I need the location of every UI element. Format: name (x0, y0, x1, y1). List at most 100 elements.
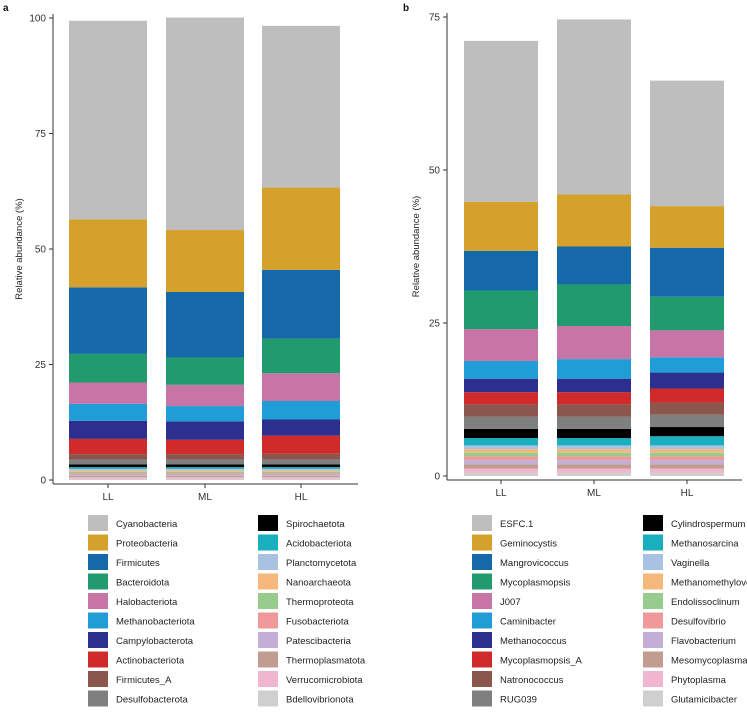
panel-a-bar-LL-segment (69, 20, 147, 220)
panel-a-bar-LL-segment (69, 403, 147, 421)
panel-a-bar-HL-segment (262, 477, 340, 479)
panel-b: b Relative abundance (%) 0 25 50 75 LL ML HL ES… (403, 3, 747, 707)
panel-b-legend-swatch (643, 690, 663, 707)
panel-a-letter: a (3, 3, 9, 14)
panel-a-bar-LL-segment (69, 438, 147, 455)
panel-a-y-tick-label: 50 (35, 245, 47, 256)
panel-a-legend-swatch (258, 534, 278, 551)
panel-a-bar-ML-segment (166, 475, 244, 478)
panel-b-bar-LL-segment (464, 468, 538, 473)
panel-b-bar-ML-segment (557, 428, 631, 439)
panel-b-bar-LL-segment (464, 360, 538, 379)
panel-a-bar-ML-segment (166, 291, 244, 358)
panel-a-legend-swatch (88, 515, 108, 531)
panel-b-legend-label: Mycoplasmopsis (500, 578, 570, 589)
panel-a-bar-HL-segment (262, 435, 340, 454)
panel-b-bar-ML-segment (557, 472, 631, 476)
panel-a-legend-label: Acidobacteriota (286, 539, 352, 550)
panel-b-bar-HL-segment (650, 80, 724, 207)
panel-a-bar-ML-segment (166, 470, 244, 472)
panel-b-x-tick-label: HL (681, 488, 694, 499)
panel-a-legend-label: Nanoarchaeota (286, 578, 352, 589)
panel-a-bar-HL-segment (262, 187, 340, 270)
panel-a-bar-LL-segment (69, 474, 147, 476)
panel-a-legend-label: Firmicutes_A (116, 675, 172, 686)
panel-a-legend-swatch (88, 534, 108, 551)
panel-b-legend-swatch (643, 573, 663, 590)
panel-a-x-tick-label: HL (295, 492, 308, 503)
panel-b-legend-swatch (472, 612, 492, 629)
panel-b-bar-ML-segment (557, 445, 631, 450)
panel-a-bar-HL-segment (262, 373, 340, 401)
panel-a-bar-HL-segment (262, 269, 340, 339)
panel-a-bar-LL-segment (69, 454, 147, 460)
panel-a-bar-ML-segment (166, 478, 244, 480)
panel-a-bar-LL-segment (69, 475, 147, 478)
panel-a-bar-ML-segment (166, 473, 244, 475)
panel-b-bar-ML-segment (557, 392, 631, 405)
panel-a-x-tick-label: ML (198, 492, 212, 503)
panel-a-legend-label: Verrucomicrobiota (286, 675, 363, 686)
panel-b-bar-LL-segment (464, 290, 538, 330)
panel-a-legend-swatch (258, 651, 278, 668)
panel-b-y-tick-label: 75 (429, 13, 441, 24)
panel-b-bar-ML-segment (557, 456, 631, 461)
panel-b-legend-label: Glutamicibacter (671, 695, 737, 706)
panel-b-bar-ML-segment (557, 460, 631, 465)
panel-b-legend-swatch (472, 534, 492, 551)
panel-a-legend-label: Desulfobacterota (116, 695, 189, 706)
panel-a-bar-LL-segment (69, 382, 147, 404)
panel-a-bar-LL-segment (69, 468, 147, 471)
panel-b-bar-HL-segment (650, 296, 724, 331)
panel-b-bar-HL-segment (650, 460, 724, 465)
panel-a-bar-ML-segment (166, 439, 244, 455)
panel-a-legend-swatch (88, 651, 108, 668)
panel-b-bar-HL-segment (650, 472, 724, 476)
panel-a-y-tick-label: 75 (35, 129, 47, 140)
panel-a-bar-LL-segment (69, 353, 147, 383)
panel-a-bar-ML-segment (166, 467, 244, 469)
panel-b-bar-HL-segment (650, 206, 724, 248)
panel-a-legend-swatch (258, 573, 278, 590)
panel-a-legend-label: Patescibacteria (286, 636, 352, 647)
panel-a-legend-label: Fusobacteriota (286, 617, 350, 628)
panel-b-bar-ML-segment (557, 326, 631, 360)
panel-a-bar-HL-segment (262, 475, 340, 478)
panel-b-legend-swatch (472, 632, 492, 648)
panel-b-legend-swatch (472, 651, 492, 668)
panel-b-legend-label: Mycoplasmopsis_A (500, 656, 582, 667)
panel-a-legend-swatch (88, 632, 108, 648)
panel-a-bar-HL-segment (262, 459, 340, 465)
panel-b-bar-ML-segment (557, 449, 631, 453)
panel-b-bar-HL-segment (650, 436, 724, 446)
panel-a-bar-ML-segment (166, 406, 244, 422)
panel-b-bar-HL-segment (650, 357, 724, 373)
panel-b-legend-label: J007 (500, 597, 521, 608)
panel-b-legend-label: Mesomycoplasma (671, 656, 747, 667)
panel-b-bar-LL-segment (464, 201, 538, 251)
panel-a-bar-ML-segment (166, 459, 244, 465)
panel-b-bar-HL-segment (650, 456, 724, 461)
panel-b-bar-HL-segment (650, 402, 724, 415)
panel-a-legend-swatch (88, 593, 108, 609)
panel-b-bar-ML-segment (557, 284, 631, 327)
panel-b-legend-swatch (472, 671, 492, 687)
panel-b-bar-LL-segment (464, 445, 538, 450)
panel-b-bar-ML-segment (557, 452, 631, 457)
panel-a-bar-ML-segment (166, 474, 244, 476)
panel-b-legend-label: Endolissoclinum (671, 597, 740, 608)
panel-a-bar-HL-segment (262, 473, 340, 475)
panel-b-legend-swatch (472, 573, 492, 590)
panel-a-legend-label: Thermoplasmatota (286, 656, 366, 667)
panel-b-bar-LL-segment (464, 40, 538, 202)
panel-b-bar-HL-segment (650, 427, 724, 437)
panel-b-bar-HL-segment (650, 247, 724, 297)
panel-b-legend-swatch (643, 651, 663, 668)
panel-b-legend-label: ESFC.1 (500, 519, 533, 530)
panel-a-bar-LL-segment (69, 420, 147, 439)
panel-b-bar-ML-segment (557, 246, 631, 285)
panel-a-legend-swatch (258, 554, 278, 570)
panel-a-y-axis-label: Relative abundance (%) (14, 198, 25, 299)
panel-a-x-tick-label: LL (102, 492, 114, 503)
panel-b-legend-swatch (472, 690, 492, 707)
